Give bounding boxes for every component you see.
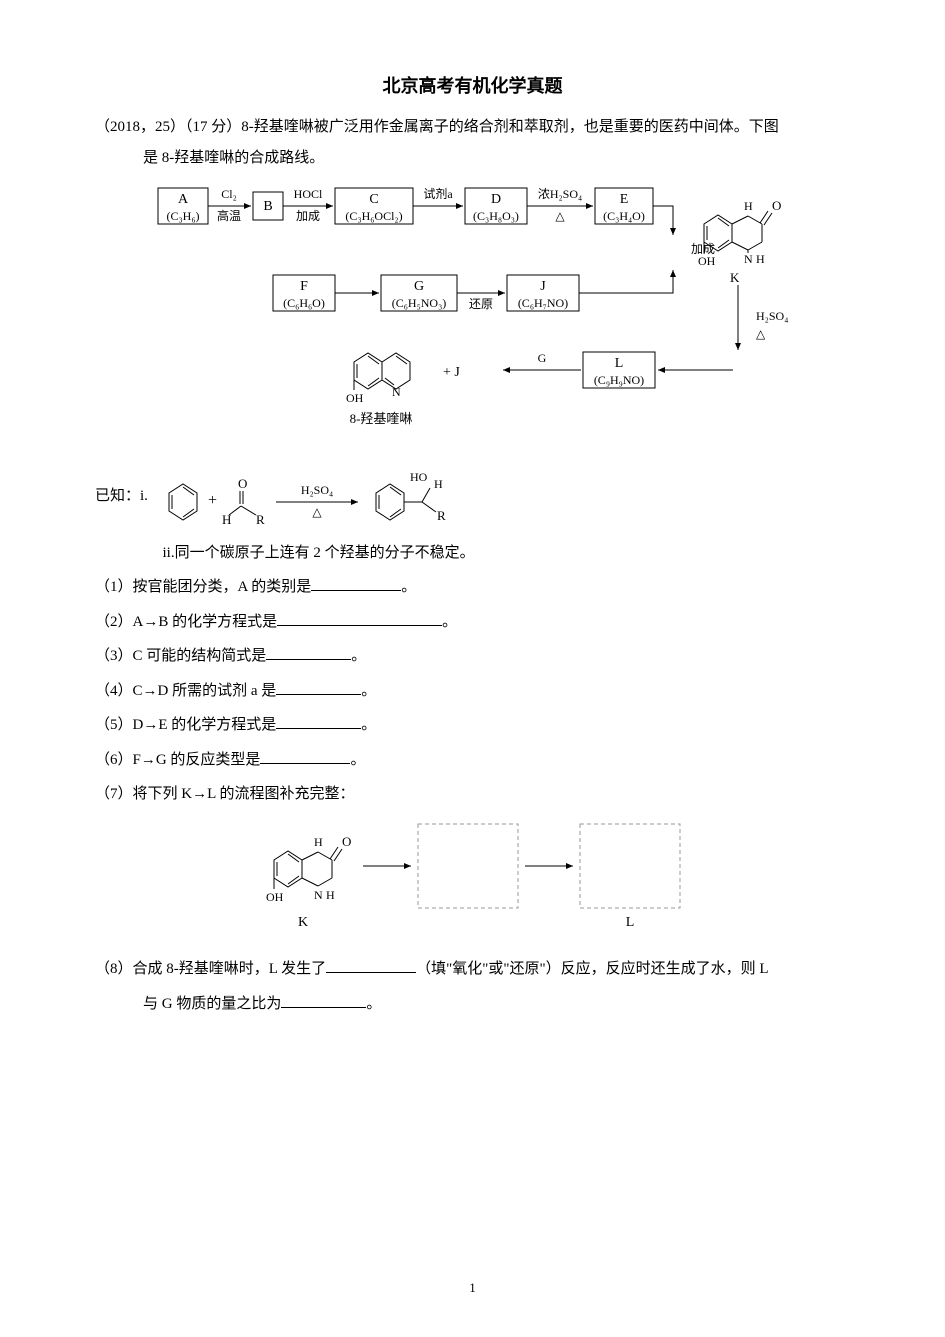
q4-blank [276,679,361,695]
page-title: 北京高考有机化学真题 [95,70,850,102]
svg-text:△: △ [312,505,322,519]
question-7: （7）将下列 K→L 的流程图补充完整： [95,781,850,808]
q4-end: 。 [361,683,376,699]
svg-text:G: G [413,279,423,294]
svg-text:(C₆H₇NO): (C₆H₇NO) [517,296,567,310]
svg-text:H: H [222,512,231,527]
q3-text: （3）C 可能的结构简式是 [95,648,266,664]
svg-text:H₂SO₄: H₂SO₄ [301,483,333,497]
svg-text:H: H [756,252,765,266]
svg-text:L: L [614,356,623,371]
q1-text: （1）按官能团分类，A 的类别是 [95,579,311,595]
q5-end: 。 [361,717,376,733]
svg-text:G: G [537,351,546,365]
problem-header-line1: （2018，25）（17 分）8-羟基喹啉被广泛用作金属离子的络合剂和萃取剂，也… [95,114,850,141]
q5-text: （5）D→E 的化学方程式是 [95,717,276,733]
svg-text:+ J: + J [443,365,460,380]
known-i-diagram: + O H R H₂SO₄ △ HO H R [148,460,518,532]
q4-text: （4）C→D 所需的试剂 a 是 [95,683,276,699]
svg-text:△: △ [555,209,565,223]
svg-text:(C₆H₆O): (C₆H₆O) [283,296,325,310]
svg-text:OH: OH [266,890,284,904]
svg-text:R: R [437,508,446,523]
q8-end: 。 [366,996,381,1012]
q8a-text: （8）合成 8-羟基喹啉时，L 发生了 [95,961,326,977]
q1-blank [311,576,401,592]
known-ii: ii.同一个碳原子上连有 2 个羟基的分子不稳定。 [95,540,850,567]
svg-text:OH: OH [346,391,364,405]
svg-text:N: N [392,385,401,399]
svg-text:F: F [300,279,308,294]
svg-text:H: H [744,199,753,213]
question-3: （3）C 可能的结构简式是 。 [95,643,850,670]
q2-text: （2）A→B 的化学方程式是 [95,614,277,630]
q8a-blank [326,958,416,974]
svg-text:浓H₂SO₄: 浓H₂SO₄ [537,187,581,201]
svg-text:OH: OH [698,254,716,268]
question-2: （2）A→B 的化学方程式是 。 [95,609,850,636]
q6-text: （6）F→G 的反应类型是 [95,752,260,768]
question-8-line1: （8）合成 8-羟基喹啉时，L 发生了 （填"氧化"或"还原"）反应，反应时还生成… [95,956,850,983]
svg-text:J: J [540,279,546,294]
page-number: 1 [469,1276,476,1299]
q2-end: 。 [442,614,457,630]
known-i-prefix: 已知：i. [95,483,148,510]
svg-text:(C₆H₅NO₃): (C₆H₅NO₃) [391,296,446,310]
svg-text:试剂a: 试剂a [423,186,453,201]
q7-diagram: O H N H OH K L [95,816,850,946]
svg-text:高温: 高温 [216,208,240,223]
svg-text:K: K [730,270,740,285]
svg-text:H₂SO₄: H₂SO₄ [756,309,788,323]
svg-text:E: E [619,192,628,207]
question-5: （5）D→E 的化学方程式是 。 [95,712,850,739]
svg-text:(C₉H₉NO): (C₉H₉NO) [593,373,643,387]
question-6: （6）F→G 的反应类型是 。 [95,747,850,774]
svg-text:HOCl: HOCl [293,187,322,201]
svg-text:(C₃H₆OCl₂): (C₃H₆OCl₂) [345,209,402,223]
svg-text:(C₃H₈O₃): (C₃H₈O₃) [473,209,519,223]
question-4: （4）C→D 所需的试剂 a 是 。 [95,678,850,705]
synthesis-diagram: A (C₃H₆) Cl₂ 高温 B HOCl 加成 C (C₃H₆OCl₂) 试… [95,180,850,450]
svg-text:H: H [434,477,443,491]
svg-text:还原: 还原 [468,297,492,311]
svg-text:A: A [177,192,188,207]
q2-blank [277,610,442,626]
known-i: 已知：i. + O H R H₂SO₄ △ [95,460,850,532]
svg-text:L: L [625,915,634,930]
svg-text:O: O [772,198,781,213]
svg-text:H: H [314,835,323,849]
svg-text:加成: 加成 [295,209,319,223]
problem-header-line2: 是 8-羟基喹啉的合成路线。 [95,145,850,172]
svg-text:O: O [238,476,247,491]
question-1: （1）按官能团分类，A 的类别是 。 [95,574,850,601]
svg-text:8-羟基喹啉: 8-羟基喹啉 [349,411,412,426]
svg-text:B: B [263,199,272,214]
svg-text:HO: HO [410,470,428,484]
q3-blank [266,645,351,661]
q1-end: 。 [401,579,416,595]
q8b-text: （填"氧化"或"还原"）反应，反应时还生成了水，则 L [416,961,768,977]
svg-text:N: N [314,888,323,902]
svg-text:K: K [297,915,307,930]
svg-text:O: O [342,834,351,849]
svg-text:D: D [490,192,500,207]
svg-text:(C₃H₄O): (C₃H₄O) [603,209,645,223]
question-8-line2: 与 G 物质的量之比为 。 [95,991,850,1018]
svg-text:H: H [326,888,335,902]
svg-text:△: △ [756,327,766,341]
svg-text:N: N [744,252,753,266]
svg-text:R: R [256,512,265,527]
q3-end: 。 [351,648,366,664]
svg-text:(C₃H₆): (C₃H₆) [166,209,199,223]
svg-text:C: C [369,192,378,207]
q6-end: 。 [350,752,365,768]
svg-text:+: + [208,492,217,509]
svg-text:Cl₂: Cl₂ [221,187,237,201]
q5-blank [276,714,361,730]
q8c-blank [281,992,366,1008]
q6-blank [260,748,350,764]
q8c-text: 与 G 物质的量之比为 [143,996,281,1012]
